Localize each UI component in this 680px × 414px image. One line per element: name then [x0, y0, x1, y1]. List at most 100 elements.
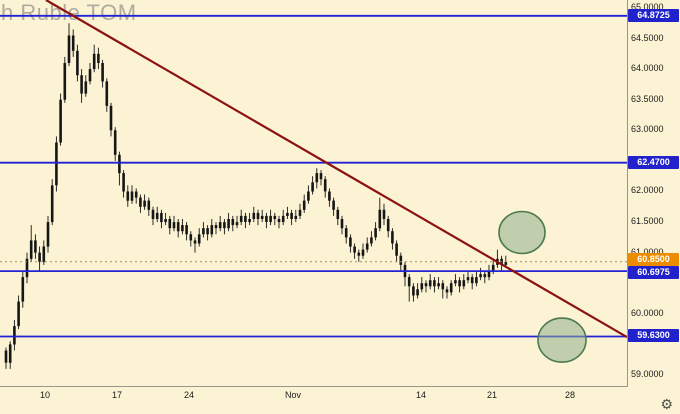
candle-body [8, 344, 12, 363]
candle-body [256, 212, 260, 219]
candle-body [504, 261, 508, 265]
candle-body [269, 215, 272, 222]
price-axis[interactable]: 65.0000 64.5000 64.0000 63.5000 63.0000 62.00… [628, 0, 680, 386]
candle-body [197, 234, 201, 244]
candle-body [353, 246, 356, 253]
candle-body [206, 228, 209, 235]
chart-canvas[interactable] [0, 0, 627, 386]
candle-body [294, 215, 298, 219]
candle-body [298, 209, 302, 216]
candle-body [38, 252, 41, 262]
time-tick-label: 21 [486, 390, 498, 400]
candle-body [231, 219, 235, 226]
candle-body [281, 215, 285, 222]
candle-body [164, 219, 167, 223]
candle-body [13, 326, 16, 345]
candle-body [235, 222, 239, 226]
candle-body [344, 228, 348, 238]
candle-body [361, 249, 365, 256]
candle-body [84, 81, 88, 94]
candle-body [365, 243, 369, 250]
candle-body [428, 280, 432, 287]
candle-body [76, 50, 79, 76]
candle-body [386, 219, 390, 232]
candle-body [244, 215, 247, 222]
candle-body [143, 200, 146, 207]
candle-body [34, 240, 37, 253]
candle-body [67, 35, 71, 63]
candle-body [424, 283, 428, 287]
candle-body [172, 222, 176, 229]
price-tick-label: 61.5000 [631, 216, 664, 227]
candle-body [185, 225, 188, 235]
candle-body [302, 200, 306, 210]
time-tick-label: 10 [39, 390, 51, 400]
candle-body [155, 212, 159, 219]
candle-body [252, 212, 256, 219]
candle-body [92, 53, 96, 70]
candle-body [223, 222, 226, 229]
time-tick-label: 28 [564, 390, 576, 400]
price-tick-label: 60.0000 [631, 307, 664, 318]
chart-area[interactable]: h Ruble TOM [0, 0, 628, 387]
candle-body [349, 237, 352, 247]
candle-body [370, 237, 373, 244]
candle-body [63, 63, 67, 100]
candle-body [218, 222, 222, 229]
highlight-ellipse[interactable] [498, 210, 546, 255]
candle-body [227, 219, 230, 229]
time-axis[interactable]: 10 17 24 Nov 14 21 28 [0, 387, 680, 414]
price-level-badge[interactable]: 64.8725 [628, 8, 679, 22]
candle-body [80, 75, 83, 94]
price-tick-label: 64.5000 [631, 32, 664, 43]
candle-body [441, 283, 445, 290]
candle-body [109, 105, 113, 131]
time-tick-label: Nov [284, 390, 302, 400]
candle-body [181, 225, 184, 232]
price-level-badge[interactable]: 60.8500 [628, 252, 679, 266]
candle-body [59, 99, 62, 143]
candle-body [399, 255, 403, 265]
price-level-badge[interactable]: 59.6300 [628, 329, 679, 343]
candle-body [147, 200, 151, 210]
candle-body [470, 277, 474, 284]
price-level-badge[interactable]: 60.6975 [628, 266, 679, 280]
candle-body [202, 228, 205, 235]
candle-body [105, 81, 109, 106]
candle-body [332, 200, 335, 210]
candle-body [277, 219, 281, 223]
price-tick-label: 62.0000 [631, 185, 664, 196]
descending-trendline[interactable] [45, 0, 627, 339]
price-level-badge[interactable]: 62.4700 [628, 155, 679, 169]
candle-body [151, 209, 155, 219]
candle-body [483, 274, 487, 278]
candle-body [88, 69, 92, 82]
candle-body [139, 197, 142, 207]
candle-body [4, 350, 8, 363]
candle-body [437, 283, 440, 287]
price-tick-label: 65.0000 [631, 1, 664, 12]
highlight-ellipse[interactable] [537, 317, 587, 363]
candle-body [328, 191, 331, 201]
candle-body [168, 219, 172, 229]
price-tick-label: 64.0000 [631, 63, 664, 74]
candle-body [50, 185, 54, 223]
axis-settings-gear-icon[interactable]: ⚙ [660, 396, 673, 412]
candle-body [319, 173, 323, 180]
candle-body [378, 209, 382, 229]
candle-body [17, 301, 20, 327]
candle-body [449, 283, 453, 293]
candle-body [420, 283, 424, 290]
candle-body [113, 130, 117, 155]
candle-body [55, 142, 58, 186]
time-tick-label: 24 [183, 390, 195, 400]
candle-body [273, 215, 277, 219]
candle-body [160, 212, 163, 223]
candle-body [475, 277, 478, 284]
candle-body [130, 191, 134, 201]
candle-body [189, 234, 193, 241]
candle-body [391, 231, 394, 244]
candle-body [479, 274, 482, 278]
time-tick-label: 14 [415, 390, 427, 400]
